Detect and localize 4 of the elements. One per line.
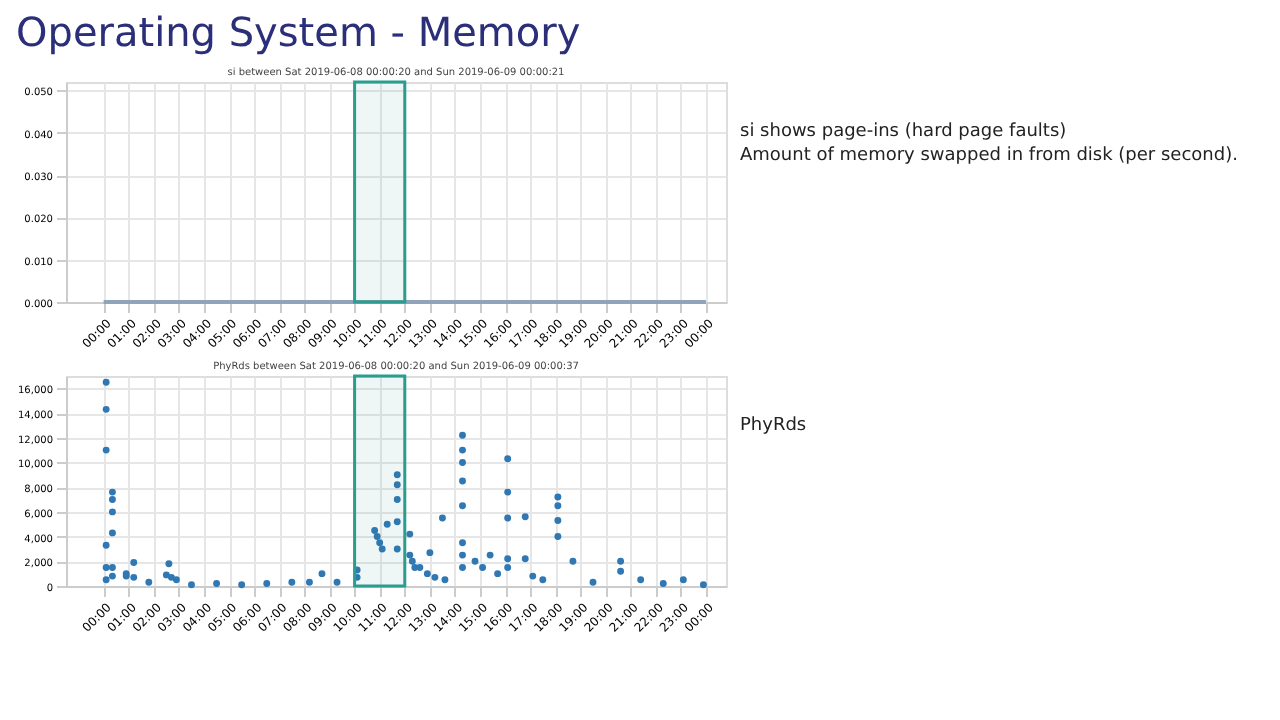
text: si shows page-ins (hard page faults) xyxy=(740,122,1067,142)
text: Amount of memory swapped in from disk (per second). xyxy=(740,146,1238,166)
text: PhyRds xyxy=(740,416,807,436)
text: Operating System - Memory xyxy=(16,7,581,56)
